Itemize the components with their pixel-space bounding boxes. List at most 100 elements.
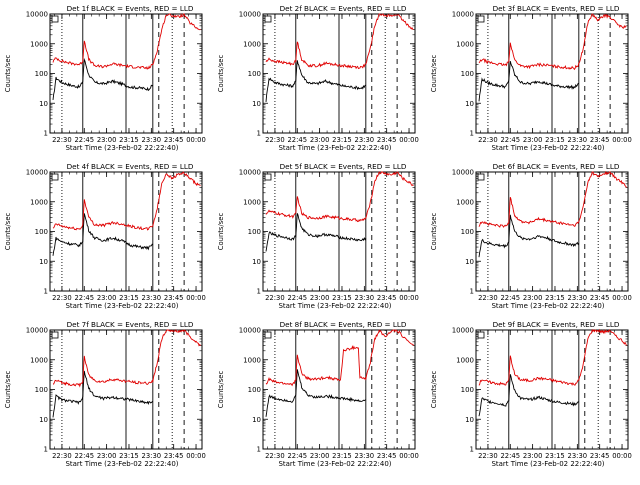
x-tick-label: 23:45 — [377, 294, 397, 302]
y-tick-label: 1 — [257, 446, 261, 454]
events-series-line — [265, 60, 366, 102]
panel-title: Det 4f BLACK = Events, RED = LLD — [67, 162, 194, 171]
x-tick-label: 23:30 — [355, 136, 375, 144]
y-axis-label: Counts/sec — [217, 55, 225, 93]
y-axis-label: Counts/sec — [4, 213, 12, 251]
events-series-line — [52, 57, 154, 100]
y-tick-label: 1 — [470, 130, 474, 138]
y-tick-label: 100 — [248, 386, 261, 394]
lld-series-line — [52, 12, 201, 70]
x-tick-label: 23:15 — [119, 294, 139, 302]
detector-panel: Det 6f BLACK = Events, RED = LLD 1 10 100 10… — [430, 162, 632, 310]
detector-panel: Det 7f BLACK = Events, RED = LLD 1 10 100 10… — [4, 320, 206, 468]
x-tick-label: 23:45 — [590, 452, 610, 460]
x-tick-label: 23:00 — [97, 136, 117, 144]
panel-title: Det 8f BLACK = Events, RED = LLD — [280, 320, 407, 329]
x-axis-label: Start Time (23-Feb-02 22:22:40) — [278, 460, 391, 468]
lld-series-line — [478, 328, 627, 386]
y-tick-label: 10000 — [239, 327, 261, 335]
x-tick-label: 22:30 — [265, 136, 285, 144]
legend-box — [264, 173, 272, 181]
legend-box — [51, 331, 59, 339]
x-tick-label: 23:15 — [332, 452, 352, 460]
lld-series-line — [478, 170, 627, 228]
y-tick-label: 1000 — [30, 198, 48, 206]
x-tick-label: 23:15 — [119, 452, 139, 460]
x-axis-label: Start Time (23-Feb-02 22:22:40) — [65, 144, 178, 152]
events-series-line — [478, 60, 579, 102]
legend-box — [264, 15, 272, 23]
x-tick-label: 00:00 — [186, 294, 206, 302]
x-tick-label: 23:15 — [332, 294, 352, 302]
y-tick-label: 10 — [252, 258, 261, 266]
y-tick-label: 10 — [39, 258, 48, 266]
y-tick-label: 100 — [248, 70, 261, 78]
y-tick-label: 100 — [461, 386, 474, 394]
x-tick-label: 23:15 — [545, 294, 565, 302]
y-axis-label: Counts/sec — [217, 213, 225, 251]
legend-box — [477, 331, 485, 339]
y-tick-label: 10000 — [452, 11, 474, 19]
x-tick-label: 23:30 — [568, 294, 588, 302]
y-tick-label: 1000 — [30, 40, 48, 48]
y-tick-label: 1 — [470, 288, 474, 296]
x-tick-label: 22:30 — [52, 136, 72, 144]
x-tick-label: 23:00 — [523, 294, 543, 302]
y-tick-label: 1 — [470, 446, 474, 454]
panel-title: Det 1f BLACK = Events, RED = LLD — [67, 4, 194, 13]
x-axis-label: Start Time (23-Feb-02 22:22:40) — [278, 302, 391, 310]
events-series-line — [52, 213, 154, 256]
y-tick-label: 100 — [35, 386, 48, 394]
x-tick-label: 00:00 — [612, 136, 632, 144]
x-tick-label: 00:00 — [399, 294, 419, 302]
detector-panel: Det 3f BLACK = Events, RED = LLD 1 10 100 10… — [430, 4, 632, 152]
x-tick-label: 23:45 — [164, 294, 184, 302]
y-tick-label: 100 — [35, 70, 48, 78]
lld-series-line — [53, 329, 201, 388]
detector-panel: Det 9f BLACK = Events, RED = LLD 1 10 100 10… — [430, 320, 632, 468]
x-tick-label: 22:45 — [74, 136, 94, 144]
y-tick-label: 1 — [257, 288, 261, 296]
panel-title: Det 5f BLACK = Events, RED = LLD — [280, 162, 407, 171]
x-tick-label: 00:00 — [399, 136, 419, 144]
x-tick-label: 22:30 — [478, 136, 498, 144]
lld-series-line — [52, 171, 201, 231]
y-tick-label: 100 — [35, 228, 48, 236]
x-tick-label: 23:30 — [568, 452, 588, 460]
y-axis-label: Counts/sec — [4, 371, 12, 409]
x-tick-label: 23:00 — [97, 452, 117, 460]
x-tick-label: 23:30 — [142, 294, 162, 302]
legend-box — [51, 15, 59, 23]
x-tick-label: 22:30 — [478, 452, 498, 460]
x-tick-label: 22:45 — [287, 294, 307, 302]
y-tick-label: 10000 — [26, 11, 48, 19]
x-tick-label: 22:30 — [265, 452, 285, 460]
y-axis-label: Counts/sec — [430, 55, 438, 93]
y-tick-label: 100 — [461, 70, 474, 78]
x-tick-label: 23:15 — [119, 136, 139, 144]
y-tick-label: 1000 — [243, 40, 261, 48]
y-tick-label: 10000 — [452, 169, 474, 177]
x-tick-label: 22:30 — [52, 452, 72, 460]
x-tick-label: 23:15 — [545, 452, 565, 460]
events-series-line — [265, 213, 367, 252]
lld-series-line — [478, 13, 627, 71]
x-tick-label: 00:00 — [612, 452, 632, 460]
x-tick-label: 23:30 — [568, 136, 588, 144]
x-axis-label: Start Time (23-Feb-02 22:22:40) — [491, 302, 604, 310]
y-tick-label: 1000 — [456, 198, 474, 206]
x-tick-label: 00:00 — [612, 294, 632, 302]
x-tick-label: 22:45 — [500, 136, 520, 144]
panel-title: Det 3f BLACK = Events, RED = LLD — [493, 4, 620, 13]
y-tick-label: 1000 — [456, 356, 474, 364]
events-series-line — [478, 214, 580, 258]
x-tick-label: 22:45 — [287, 452, 307, 460]
y-tick-label: 10 — [465, 100, 474, 108]
x-axis-label: Start Time (23-Feb-02 22:22:40) — [65, 460, 178, 468]
x-tick-label: 22:30 — [265, 294, 285, 302]
x-tick-label: 22:45 — [500, 294, 520, 302]
y-tick-label: 100 — [461, 228, 474, 236]
x-tick-label: 23:00 — [523, 136, 543, 144]
y-axis-label: Counts/sec — [4, 55, 12, 93]
y-tick-label: 10 — [252, 416, 261, 424]
